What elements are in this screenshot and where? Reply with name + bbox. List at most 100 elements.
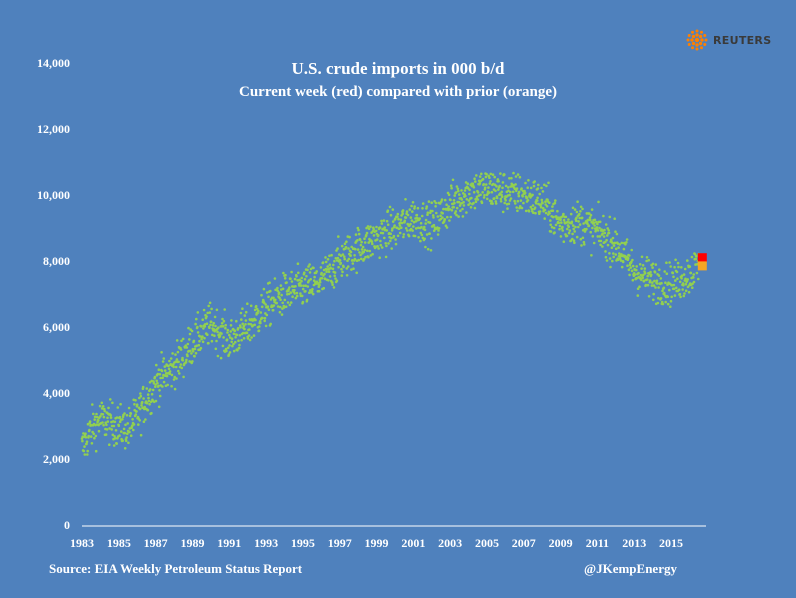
- data-point: [608, 215, 612, 219]
- data-point: [202, 308, 206, 312]
- data-point: [324, 256, 327, 259]
- data-point: [119, 402, 122, 406]
- data-point: [664, 281, 667, 285]
- data-point: [138, 419, 141, 422]
- data-point: [456, 187, 460, 191]
- reuters-wordmark: REUTERS: [713, 34, 771, 47]
- data-point: [94, 434, 98, 438]
- data-point: [232, 349, 236, 353]
- data-point: [419, 221, 423, 225]
- data-point: [441, 212, 445, 215]
- x-tick-label: 1993: [254, 536, 278, 550]
- data-point: [572, 239, 576, 242]
- data-point: [221, 344, 225, 348]
- data-point: [431, 209, 434, 213]
- data-point: [645, 259, 648, 263]
- data-point: [487, 186, 490, 189]
- data-point: [290, 270, 293, 274]
- data-point: [671, 271, 675, 275]
- data-point: [603, 231, 607, 235]
- data-point: [473, 206, 477, 210]
- data-point: [231, 344, 234, 348]
- data-point: [613, 217, 616, 220]
- data-point: [359, 243, 363, 247]
- data-point: [162, 380, 166, 384]
- data-point: [260, 293, 263, 297]
- data-point: [357, 232, 361, 236]
- data-point: [687, 290, 691, 294]
- data-point: [175, 358, 179, 361]
- data-point: [419, 231, 423, 235]
- data-point: [257, 309, 260, 313]
- data-point: [593, 224, 596, 227]
- data-point: [276, 305, 280, 308]
- data-point: [595, 226, 599, 229]
- data-point: [514, 175, 518, 178]
- data-point: [535, 199, 539, 202]
- data-point: [238, 334, 242, 337]
- data-point: [385, 229, 389, 232]
- author-handle: @JKempEnergy: [584, 561, 677, 576]
- data-point: [241, 322, 244, 326]
- data-point: [343, 257, 347, 261]
- data-point: [252, 334, 256, 337]
- data-point: [363, 241, 367, 244]
- data-point: [219, 356, 223, 360]
- data-point: [228, 344, 231, 347]
- data-point: [489, 172, 493, 176]
- data-point: [93, 418, 96, 421]
- data-point: [436, 233, 440, 236]
- y-tick-label: 2,000: [43, 452, 70, 466]
- data-point: [655, 279, 659, 283]
- data-point: [585, 227, 588, 231]
- data-point: [680, 274, 684, 278]
- data-point: [612, 255, 615, 259]
- data-point: [629, 266, 632, 269]
- data-point: [83, 453, 87, 456]
- data-point: [534, 211, 537, 215]
- data-point: [541, 201, 544, 205]
- x-tick-label: 2015: [659, 536, 683, 550]
- data-point: [624, 243, 627, 246]
- data-point: [356, 248, 360, 251]
- data-point: [481, 191, 485, 194]
- data-point: [432, 216, 435, 219]
- data-point: [296, 262, 300, 266]
- data-point: [263, 319, 267, 323]
- data-point: [435, 211, 438, 215]
- data-point: [400, 226, 403, 229]
- data-point: [453, 201, 456, 205]
- data-point: [87, 434, 90, 438]
- data-point: [334, 257, 338, 260]
- data-point: [562, 240, 566, 243]
- data-point: [240, 318, 243, 321]
- data-point: [533, 206, 537, 209]
- data-point: [100, 401, 104, 405]
- data-point: [494, 202, 498, 205]
- data-point: [654, 286, 657, 289]
- data-point: [221, 317, 224, 321]
- data-point: [282, 271, 285, 275]
- data-point: [674, 258, 677, 262]
- data-point: [266, 305, 270, 308]
- data-point: [341, 253, 345, 256]
- data-point: [607, 229, 610, 232]
- data-point: [643, 272, 647, 275]
- data-point: [86, 422, 90, 426]
- data-point: [157, 368, 161, 372]
- data-point: [335, 249, 338, 252]
- data-point: [329, 267, 333, 270]
- data-point: [674, 279, 677, 282]
- data-point: [247, 334, 251, 337]
- data-point: [120, 430, 123, 433]
- data-point: [413, 234, 417, 238]
- data-point: [113, 420, 117, 424]
- data-point: [305, 274, 308, 278]
- data-point: [670, 295, 673, 299]
- data-point: [427, 200, 431, 203]
- data-point: [140, 404, 143, 407]
- data-point: [151, 388, 155, 392]
- logo-dot: [698, 41, 703, 46]
- data-point: [233, 329, 237, 333]
